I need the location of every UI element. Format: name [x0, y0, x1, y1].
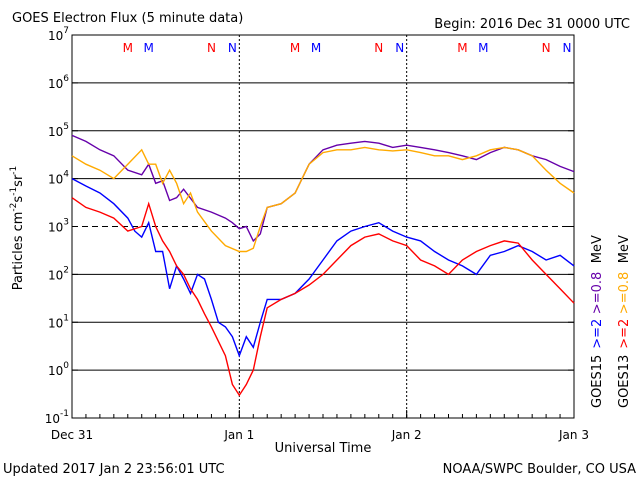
series-line: [71, 146, 575, 253]
y-tick-label: 103: [48, 218, 69, 235]
marker-n: N: [374, 41, 383, 55]
x-axis-label: Universal Time: [275, 441, 372, 456]
svg-text:Particles cm-2s-1sr-1: Particles cm-2s-1sr-1: [9, 166, 26, 291]
updated-timestamp: Updated 2017 Jan 2 23:56:01 UTC: [3, 462, 225, 477]
marker-n: N: [395, 41, 404, 55]
legend-entry: >=0.8: [617, 272, 632, 314]
marker-n: N: [228, 41, 237, 55]
marker-n: N: [542, 41, 551, 55]
marker-n: N: [207, 41, 216, 55]
x-tick-label: Dec 31: [51, 428, 93, 442]
marker-n: N: [563, 41, 572, 55]
chart-title: GOES Electron Flux (5 minute data): [12, 11, 243, 26]
x-tick-label: Jan 1: [223, 428, 254, 442]
legend-entry: >=2: [617, 319, 632, 349]
legend-entry: GOES13: [617, 355, 632, 408]
begin-time: Begin: 2016 Dec 31 0000 UTC: [434, 17, 630, 32]
legend-text: >=2: [617, 319, 632, 349]
y-tick-label: 106: [48, 74, 69, 91]
legend-text: GOES13: [617, 355, 632, 408]
legend-text: MeV: [590, 235, 605, 263]
x-tick-label: Jan 2: [391, 428, 422, 442]
x-axis-ticks: Dec 31 Jan 1 Jan 2 Jan 3: [51, 410, 589, 442]
legend-text: >=0.8: [617, 272, 632, 314]
y-tick-label: 102: [48, 265, 69, 282]
marker-m: M: [478, 41, 488, 55]
legend-text: >=0.8: [590, 272, 605, 314]
y-tick-label: 104: [48, 170, 69, 187]
legend-entry: >=2: [590, 319, 605, 349]
legend-text: >=2: [590, 319, 605, 349]
legend-text: MeV: [617, 235, 632, 263]
y-axis-ticks: 10-1 100 101 102 103 104 105 106 107: [45, 26, 574, 426]
marker-m: M: [290, 41, 300, 55]
marker-m: M: [457, 41, 467, 55]
series-lines: [71, 134, 575, 397]
y-tick-label: 107: [48, 26, 69, 43]
credit-text: NOAA/SWPC Boulder, CO USA: [443, 462, 636, 477]
x-tick-label: Jan 3: [558, 428, 589, 442]
right-legend: GOES15 >=2 >=0.8 MeV GOES13 >=2 >=0.8 MeV: [590, 235, 632, 408]
y-tick-label: 100: [48, 361, 69, 378]
legend-entry: GOES15: [590, 355, 605, 408]
legend-entry: MeV: [617, 235, 632, 263]
legend-text: GOES15: [590, 355, 605, 408]
legend-entry: >=0.8: [590, 272, 605, 314]
y-tick-label: 10-1: [45, 409, 69, 426]
y-axis-label: Particles cm-2s-1sr-1: [9, 166, 26, 291]
marker-m: M: [144, 41, 154, 55]
marker-m: M: [123, 41, 133, 55]
y-tick-label: 101: [48, 313, 69, 330]
marker-m: M: [311, 41, 321, 55]
series-line: [71, 197, 575, 397]
series-line: [71, 177, 575, 358]
legend-entry: MeV: [590, 235, 605, 263]
y-tick-label: 105: [48, 122, 69, 139]
